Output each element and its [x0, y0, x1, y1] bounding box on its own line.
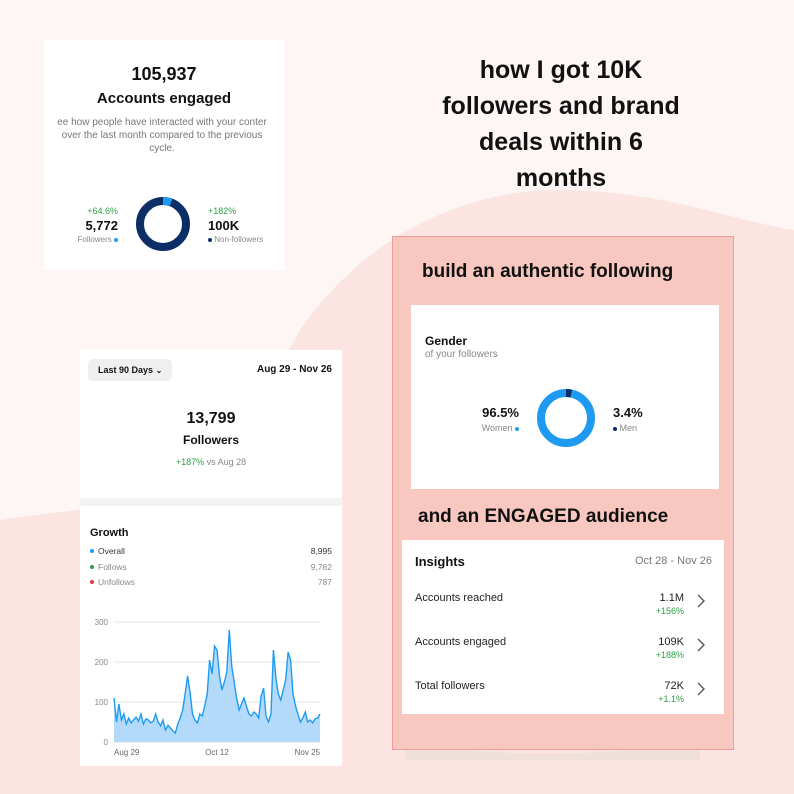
heading-engaged: and an ENGAGED audience — [418, 506, 669, 527]
gender-title: Gender — [425, 334, 468, 348]
insights-title: Insights — [415, 554, 465, 569]
y-tick-label: 100 — [95, 698, 109, 707]
legend-overall: Overall 8,995 — [90, 546, 332, 556]
women-stat: 96.5% Women — [481, 405, 519, 433]
men-stat: 3.4% Men — [613, 405, 643, 433]
followers-total: 13,799 — [186, 410, 236, 427]
insights-date-range: Oct 28 - Nov 26 — [634, 555, 712, 567]
x-tick-label: Oct 12 — [205, 748, 229, 757]
chevron-right-icon — [697, 594, 705, 608]
insight-row-total-followers[interactable]: Total followers 72K +1.1% — [415, 670, 712, 706]
accounts-engaged-description: ee how people have interacted with your … — [57, 117, 267, 154]
non-followers-stat: +182% 100K Non-followers — [208, 206, 288, 244]
growth-section: Growth Overall 8,995 Follows 9,782 Unfollo… — [80, 506, 342, 766]
insights-card: Insights Oct 28 - Nov 26 Accounts reache… — [402, 540, 724, 714]
followers-value: 5,772 — [85, 218, 118, 233]
growth-area — [114, 630, 320, 742]
period-dropdown[interactable]: Last 90 Days ⌄ — [88, 359, 173, 381]
heading-authentic: build an authentic following — [422, 261, 674, 282]
accounts-engaged-value: 105,937 — [131, 64, 197, 84]
headline: how I got 10K followers and brand deals … — [442, 56, 680, 192]
gender-subtitle: of your followers — [425, 349, 498, 360]
insight-row-reached[interactable]: Accounts reached 1.1M +156% — [415, 582, 712, 618]
date-range: Aug 29 - Nov 26 — [256, 364, 332, 375]
gender-card: Gender of your followers 96.5% Women 3.4… — [411, 305, 719, 489]
legend-unfollows: Unfollows 787 — [90, 577, 332, 587]
chevron-right-icon — [697, 682, 705, 696]
non-followers-label: Non-followers — [214, 235, 264, 244]
followers-stat: +64.6% 5,772 Followers — [64, 206, 118, 244]
accounts-engaged-card: 105,937 Accounts engaged ee how people h… — [44, 40, 284, 270]
y-tick-label: 0 — [104, 738, 109, 747]
legend-follows: Follows 9,782 — [90, 562, 332, 572]
growth-line — [113, 629, 321, 735]
non-followers-change: +182% — [208, 206, 237, 216]
non-followers-dot — [208, 237, 212, 242]
x-tick-label: Aug 29 — [114, 748, 140, 757]
donut-chart-icon — [136, 196, 190, 251]
followers-change: +187% vs Aug 28 — [175, 457, 247, 467]
followers-dot — [114, 237, 118, 242]
gender-donut-icon — [537, 389, 595, 447]
chevron-down-icon: ⌄ — [155, 366, 163, 375]
chevron-right-icon — [697, 638, 705, 652]
followers-change: +64.6% — [87, 206, 118, 216]
followers-label: Followers — [182, 433, 239, 447]
followers-card: Last 90 Days ⌄ Aug 29 - Nov 26 13,799 Fo… — [80, 350, 342, 766]
y-tick-label: 200 — [95, 658, 109, 667]
accounts-engaged-label: Accounts engaged — [96, 90, 232, 107]
non-followers-value: 100K — [208, 218, 240, 233]
followers-label: Followers — [77, 235, 112, 244]
x-tick-label: Nov 25 — [295, 748, 321, 757]
insight-row-engaged[interactable]: Accounts engaged 109K +188% — [415, 626, 712, 662]
growth-title: Growth — [90, 527, 129, 539]
y-tick-label: 300 — [95, 618, 109, 627]
growth-chart: 300 200 100 0 Aug 29 Oct 12 Nov 25 — [95, 618, 321, 757]
